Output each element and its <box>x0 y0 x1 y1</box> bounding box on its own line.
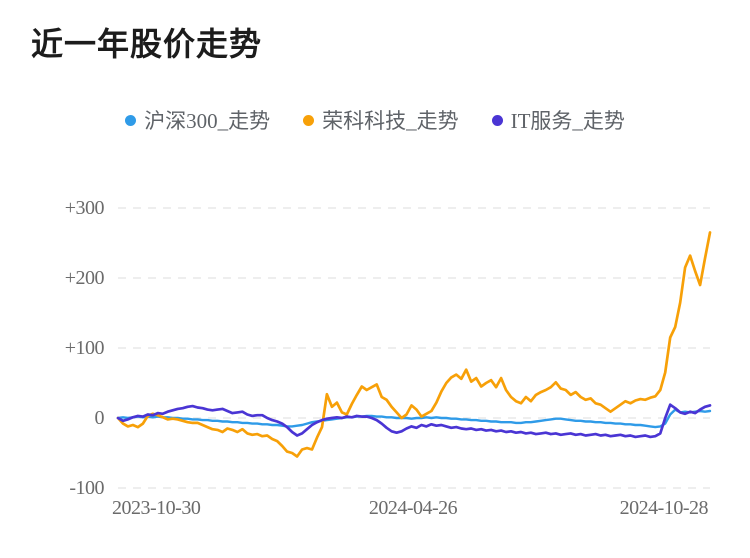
y-axis-label: +300 <box>64 197 105 219</box>
legend-item-rongke[interactable]: 荣科科技_走势 <box>303 105 459 135</box>
legend-item-itservice[interactable]: IT服务_走势 <box>491 105 625 135</box>
legend-dot-icon <box>125 114 137 126</box>
y-axis-label: -100 <box>69 477 104 499</box>
legend-dot-icon <box>491 114 503 126</box>
legend-label-rongke: 荣科科技_走势 <box>322 109 459 133</box>
x-axis-label: 2024-10-28 <box>619 497 709 519</box>
series-line-荣科科技_走势 <box>116 231 712 458</box>
legend-label-itservice: IT服务_走势 <box>510 109 625 133</box>
x-axis-label: 2024-04-26 <box>368 497 458 519</box>
series-line-IT服务_走势 <box>116 403 712 439</box>
x-axis-label: 2023-10-30 <box>112 497 201 519</box>
y-axis-label: 0 <box>94 407 105 429</box>
legend: 沪深300_走势 荣科科技_走势 IT服务_走势 <box>0 105 750 135</box>
y-axis-label: +200 <box>64 267 105 289</box>
legend-item-hs300[interactable]: 沪深300_走势 <box>125 105 270 135</box>
y-axis-label: +100 <box>64 337 105 359</box>
legend-dot-icon <box>303 114 315 126</box>
legend-label-hs300: 沪深300_走势 <box>144 109 271 133</box>
chart-title: 近一年股价走势 <box>31 26 263 62</box>
series-line-沪深300_走势 <box>116 408 712 429</box>
